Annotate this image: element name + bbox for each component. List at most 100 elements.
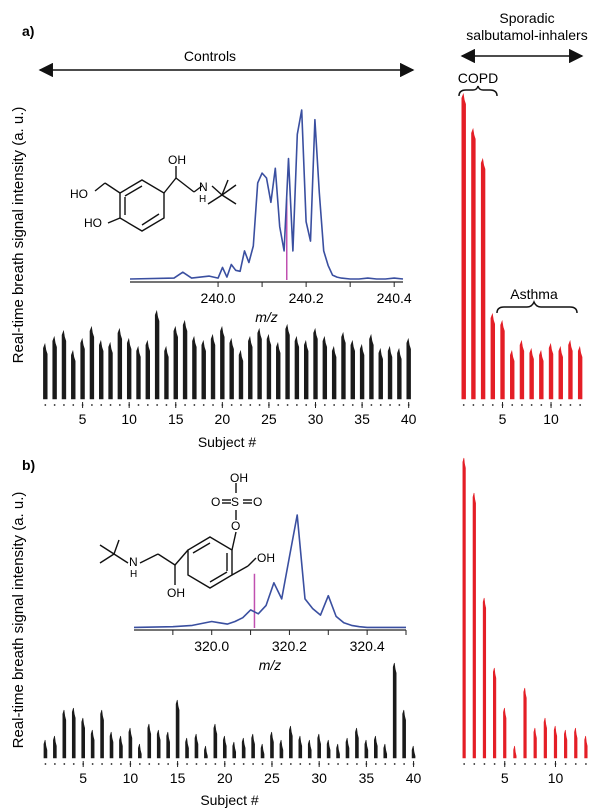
b-patients-tick-label: 10 [548,770,564,786]
a-controls-tick-label: 20 [215,411,231,427]
b-controls-bar [185,737,189,759]
b-controls-bar [251,733,255,759]
a-controls-minor-tick [370,404,373,406]
b-controls-minor-tick [53,763,56,765]
controls-label: Controls [184,48,236,64]
molecule-b-bond [113,539,120,555]
molecule-a-label: HO [84,216,102,230]
b-patients-minor-tick [585,763,587,765]
panel-a-label: a) [22,23,34,39]
a-controls-minor-tick [118,404,121,406]
a-controls-minor-tick [305,404,308,406]
a-controls-minor-tick [342,404,345,406]
b-controls-bar [317,733,321,759]
a-controls-bar [397,347,402,400]
b-controls-minor-tick [91,763,94,765]
molecule-a-bond [107,217,121,224]
a-patients-bar [568,339,573,400]
a-patients-minor-tick [521,404,523,406]
b-controls-bar [204,745,208,759]
inset-a-background [125,100,405,285]
b-patients-bar [482,597,487,759]
molecule-a-label: H [199,194,206,205]
b-controls-minor-tick [308,763,311,765]
b-controls-bar [119,735,123,759]
a-controls-minor-tick [137,404,140,406]
b-patients-minor-tick [473,763,476,765]
inset-a-spectrum: 240.0 240.2 240.4 m/z [129,109,412,325]
b-controls-tick-label: 5 [79,770,87,786]
molecule-a-bond [221,194,237,205]
molecule-a-bond [163,177,177,194]
b-patients-bar [462,457,466,759]
b-controls-bar [392,662,397,759]
a-controls-bar [80,337,85,400]
b-controls-bar [128,727,133,759]
b-controls-bar [71,707,76,759]
b-controls-bar [138,743,142,759]
b-controls-tick-label: 25 [264,770,280,786]
b-controls-bar [53,735,57,759]
a-controls-tick-label: 25 [261,411,277,427]
a-controls-bar [210,333,216,400]
b-patients-bar [523,687,527,759]
molecule-a-label: HO [70,187,88,201]
a-controls-bar [43,342,48,400]
molecule-b-bond [139,553,159,564]
b-controls-minor-tick [195,763,198,765]
b-patients-bar [543,717,547,759]
inset-b-spectrum: 320.0 320.2 320.4 m/z [133,514,407,673]
b-controls-tick-label: 15 [170,770,186,786]
b-patients-minor-tick [564,763,567,765]
a-controls-minor-tick [398,404,401,406]
a-controls-bar [322,335,328,400]
b-controls-bar [241,737,246,759]
a-controls-minor-tick [333,404,336,406]
a-controls-tick-label: 30 [308,411,324,427]
b-patients-minor-tick [574,763,577,765]
panel-b-patients-chart: 5 10 [462,457,588,786]
b-controls-minor-tick [233,763,236,765]
a-patients-bar [490,312,496,400]
a-controls-minor-tick [286,404,289,406]
b-controls-tick-label: 40 [406,770,422,786]
a-patients-bar [510,349,515,400]
a-controls-bar [145,339,151,400]
inset-a-tick-label: 240.0 [201,290,236,306]
b-controls-minor-tick [346,763,349,765]
a-patients-bar [480,157,486,400]
a-controls-bar [136,345,141,400]
b-patients-bar [574,727,578,759]
a-controls-bar [117,327,123,400]
a-controls-bar [341,331,346,400]
a-controls-tick-label: 5 [79,411,87,427]
a-controls-xlabel: Subject # [198,434,257,450]
b-controls-minor-tick [289,763,292,765]
b-controls-bar [62,709,67,759]
b-controls-bar [81,717,85,759]
a-controls-minor-tick [156,404,159,406]
b-controls-xlabel: Subject # [200,792,259,808]
a-controls-bar [378,347,383,400]
b-controls-minor-tick [148,763,151,765]
a-controls-bar [266,333,272,400]
b-controls-minor-tick [327,763,330,765]
b-controls-minor-tick [384,763,387,765]
b-controls-minor-tick [393,763,396,765]
inset-b-tick-label: 320.4 [350,638,385,654]
copd-label: COPD [458,70,498,86]
a-patients-minor-tick [491,404,494,406]
molecule-a-inner-bond [141,213,160,226]
a-controls-minor-tick [202,404,205,406]
b-controls-minor-tick [101,763,103,765]
molecule-b-bond [157,553,176,566]
molecule-b-bond [113,553,129,564]
a-controls-bar [52,335,57,400]
a-controls-bar [350,339,355,400]
a-patients-bar [558,345,563,400]
b-controls-minor-tick [242,763,245,765]
b-patients-minor-tick [493,763,496,765]
a-controls-bar [201,339,206,400]
a-patients-tick-label: 5 [499,411,507,427]
molecule-salbutamol-sulfate [99,483,257,589]
